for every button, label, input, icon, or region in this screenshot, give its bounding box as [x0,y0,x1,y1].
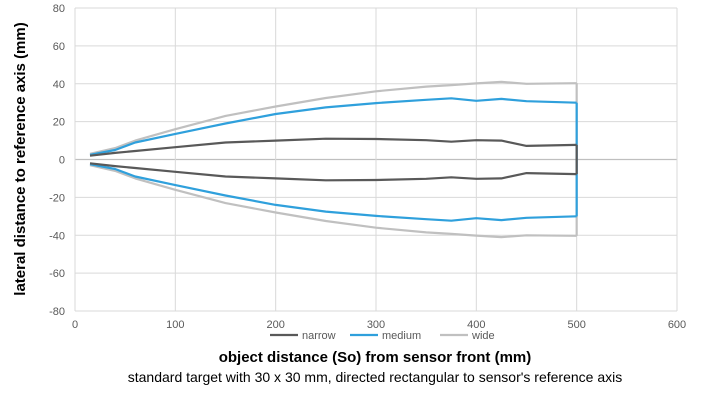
y-tick-label: 20 [53,117,65,129]
y-tick-label: 80 [53,3,65,15]
series-line-narrow-upper [89,137,577,157]
x-tick-label: 600 [668,319,686,331]
legend-label-wide: wide [471,330,495,342]
y-tick-label: 0 [59,155,65,167]
gridlines [74,7,678,312]
series-line-wide-upper [89,80,577,155]
x-tick-label: 300 [367,319,385,331]
chart-caption: standard target with 30 x 30 mm, directe… [128,369,622,385]
series-line-wide-lower [89,164,577,239]
y-tick-label: -80 [49,306,65,318]
y-axis-title: lateral distance to reference axis (mm) [12,22,29,295]
legend-label-narrow: narrow [302,330,336,342]
series-lines [89,80,578,239]
x-axis-title: object distance (So) from sensor front (… [219,349,532,366]
x-tick-label: 0 [72,319,78,331]
x-tick-label: 100 [166,319,184,331]
y-tick-label: 40 [53,79,65,91]
legend-label-medium: medium [382,330,421,342]
x-tick-label: 400 [467,319,485,331]
series-line-narrow-lower [89,162,577,182]
y-tick-label: -40 [49,230,65,242]
series-line-medium-lower [89,163,577,222]
y-tick-label: -60 [49,268,65,280]
x-tick-label: 500 [567,319,585,331]
legend: narrow medium wide [270,330,495,342]
series-line-medium-upper [89,97,577,156]
x-tick-label: 200 [266,319,284,331]
series-narrow [89,137,578,182]
y-tick-label: -20 [49,192,65,204]
y-tick-label: 60 [53,41,65,53]
